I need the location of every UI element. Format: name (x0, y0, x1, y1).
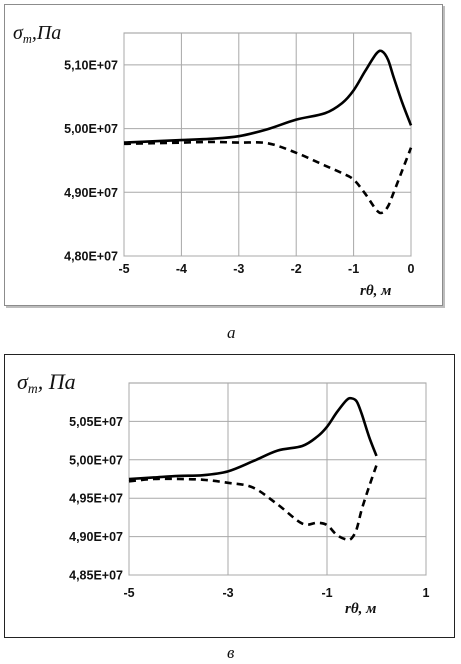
chart-b-y-axis-unit: , Па (38, 369, 76, 394)
chart-a-series-solid-line (123, 49, 413, 144)
chart-a-x-tick-label: -3 (233, 262, 244, 276)
chart-a-x-tick-label: -4 (176, 262, 187, 276)
chart-b-y-axis-symbol: σ (17, 369, 29, 394)
chart-b-x-tick-label: -1 (321, 586, 332, 600)
chart-a-x-axis-label: rθ, м (360, 283, 391, 299)
chart-a-y-tick-label: 4,80E+07 (64, 250, 118, 264)
chart-a-x-tick-label: -1 (348, 262, 359, 276)
chart-a-y-tick-label: 4,90E+07 (64, 186, 118, 200)
caption-a: а (227, 323, 236, 342)
chart-b-x-tick-label: -3 (222, 586, 233, 600)
chart-b-x-axis-unit: , м (358, 601, 377, 617)
chart-b-x-tick-label: 1 (423, 586, 430, 600)
chart-b-x-axis-label: rθ, м (345, 601, 376, 617)
chart-a-x-tick-label: -2 (291, 262, 302, 276)
chart-panel-b: -5 -3 -1 1 4,85E+07 4,90E+07 4,95E+07 5,00E+07 5… (4, 354, 455, 638)
chart-b-y-tick-label: 5,05E+07 (69, 415, 123, 429)
chart-b-series-dashed-line (128, 464, 378, 542)
chart-a-y-axis-subscript: т (23, 32, 32, 46)
chart-b-series-solid-line (128, 396, 378, 481)
chart-b-x-tick-label: -5 (123, 586, 134, 600)
chart-b-svg: -5 -3 -1 1 4,85E+07 4,90E+07 4,95E+07 5,00E+07 5… (17, 369, 430, 617)
chart-a-y-axis-symbol: σ (13, 22, 24, 44)
chart-b-y-axis-label: σт, Па (17, 369, 76, 396)
chart-b-x-axis-main: rθ (345, 601, 359, 617)
chart-b-plot-area (128, 382, 427, 576)
chart-a-x-tick-label: 0 (408, 262, 415, 276)
chart-b-y-tick-label: 5,00E+07 (69, 453, 123, 467)
chart-a-x-axis-unit: , м (373, 283, 392, 299)
chart-panel-a: -5 -4 -3 -2 -1 0 4,80E+07 4,90E+07 5,00E+07 5,10E… (4, 4, 443, 306)
chart-a-y-tick-label: 5,00E+07 (64, 122, 118, 136)
chart-b-y-tick-label: 4,90E+07 (69, 530, 123, 544)
caption-b: в (227, 643, 235, 662)
chart-a-x-axis-main: rθ (360, 283, 374, 299)
chart-a-series-dashed-line (123, 140, 413, 215)
chart-a-svg: -5 -4 -3 -2 -1 0 4,80E+07 4,90E+07 5,00E+07 5,10E… (13, 22, 415, 299)
chart-b-y-axis-subscript: т (28, 381, 38, 396)
chart-a-y-axis-unit: ,Па (32, 22, 61, 44)
chart-a-y-tick-label: 5,10E+07 (64, 58, 118, 72)
chart-b-y-tick-label: 4,95E+07 (69, 492, 123, 506)
chart-b-y-tick-label: 4,85E+07 (69, 569, 123, 583)
chart-a-y-axis-label: σт,Па (13, 22, 61, 46)
chart-a-x-tick-label: -5 (118, 262, 129, 276)
